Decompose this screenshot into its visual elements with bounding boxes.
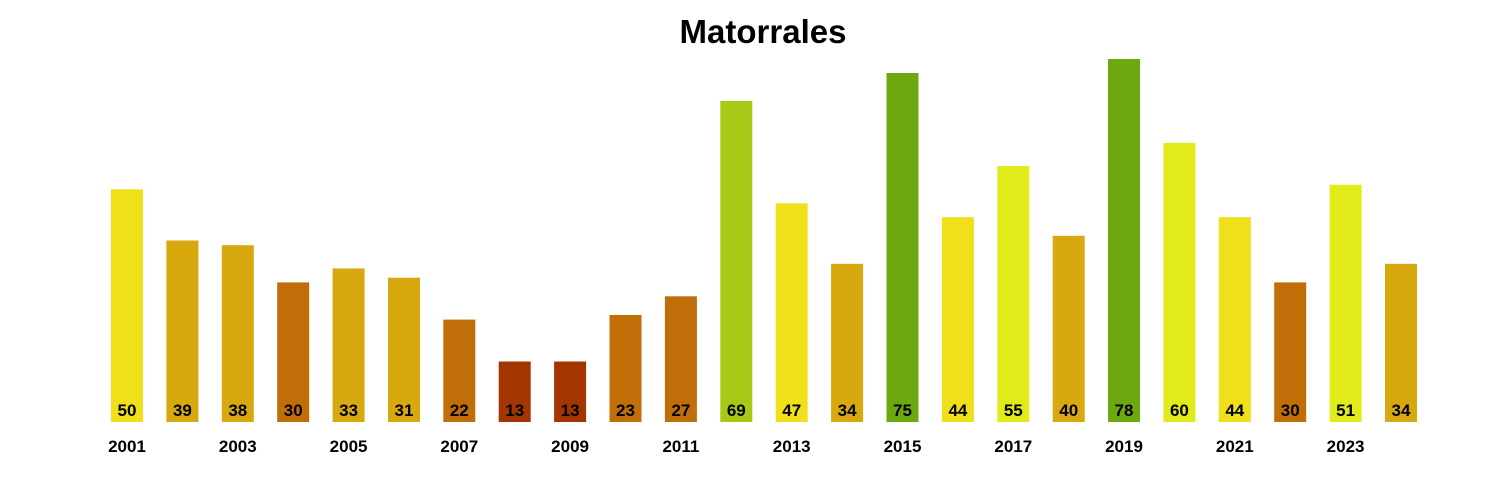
value-label-2023: 51 <box>1336 401 1355 420</box>
chart-title: Matorrales <box>680 13 847 50</box>
value-label-2007: 22 <box>450 401 469 420</box>
x-tick-label-2011: 2011 <box>662 437 699 456</box>
value-label-2013: 47 <box>782 401 801 420</box>
value-label-2017: 55 <box>1004 401 1023 420</box>
bar-2024 <box>1385 263 1417 422</box>
value-label-2006: 31 <box>395 401 414 420</box>
bar-2008 <box>498 361 531 422</box>
x-tick-label-2015: 2015 <box>884 437 922 456</box>
value-label-2010: 23 <box>616 401 635 420</box>
x-tick-label-2013: 2013 <box>773 437 811 456</box>
value-label-2021: 44 <box>1225 401 1244 420</box>
bar-2007 <box>443 319 476 422</box>
x-tick-label-2009: 2009 <box>551 437 589 456</box>
x-tick-label-2005: 2005 <box>330 437 368 456</box>
x-tick-label-2021: 2021 <box>1216 437 1254 456</box>
value-label-2022: 30 <box>1281 401 1300 420</box>
x-tick-label-2019: 2019 <box>1105 437 1143 456</box>
bar-2015 <box>886 73 919 422</box>
value-label-2024: 34 <box>1392 401 1411 420</box>
value-label-2012: 69 <box>727 401 746 420</box>
x-axis-tick-labels: 2001 2003 2005 2007 2009 2011 2013 2015 2017 2019… <box>108 437 1364 456</box>
value-label-2005: 33 <box>339 401 358 420</box>
value-label-2020: 60 <box>1170 401 1189 420</box>
value-label-2016: 44 <box>948 401 967 420</box>
bar-2004 <box>277 282 310 422</box>
bar-2017 <box>997 166 1030 422</box>
bar-2009 <box>554 361 587 422</box>
x-tick-label-2001: 2001 <box>108 437 146 456</box>
bar-2010 <box>609 315 642 422</box>
value-label-2008: 13 <box>505 401 524 420</box>
bar-2018 <box>1052 235 1085 422</box>
value-label-2002: 39 <box>173 401 192 420</box>
value-label-2014: 34 <box>838 401 857 420</box>
bar-2005 <box>332 268 365 422</box>
bar-2022 <box>1274 282 1307 422</box>
value-label-2018: 40 <box>1059 401 1078 420</box>
bar-2020 <box>1163 142 1196 423</box>
bar-2013 <box>775 203 808 422</box>
value-label-2009: 13 <box>561 401 580 420</box>
bar-2012 <box>720 100 753 423</box>
value-label-2003: 38 <box>228 401 247 420</box>
bar-2019 <box>1108 59 1140 422</box>
value-label-2004: 30 <box>284 401 303 420</box>
value-label-2015: 75 <box>893 401 912 420</box>
bar-2023 <box>1329 184 1362 422</box>
bar-2016 <box>941 217 974 422</box>
value-label-2011: 27 <box>671 401 690 420</box>
bar-2021 <box>1218 217 1251 422</box>
x-tick-label-2023: 2023 <box>1327 437 1365 456</box>
value-labels-group: 50 39 38 30 33 31 22 13 13 23 27 69 47 34 75 44 55 40 78 60… <box>118 401 1411 420</box>
bar-2001 <box>111 189 143 422</box>
x-tick-label-2003: 2003 <box>219 437 257 456</box>
bars-group <box>111 59 1417 423</box>
value-label-2019: 78 <box>1115 401 1134 420</box>
x-tick-label-2007: 2007 <box>440 437 478 456</box>
value-label-2001: 50 <box>118 401 137 420</box>
bar-2006 <box>388 277 420 422</box>
bar-2003 <box>221 245 254 422</box>
x-tick-label-2017: 2017 <box>994 437 1032 456</box>
bar-2011 <box>664 296 697 422</box>
bar-2014 <box>831 263 864 422</box>
bar-2002 <box>166 240 199 422</box>
